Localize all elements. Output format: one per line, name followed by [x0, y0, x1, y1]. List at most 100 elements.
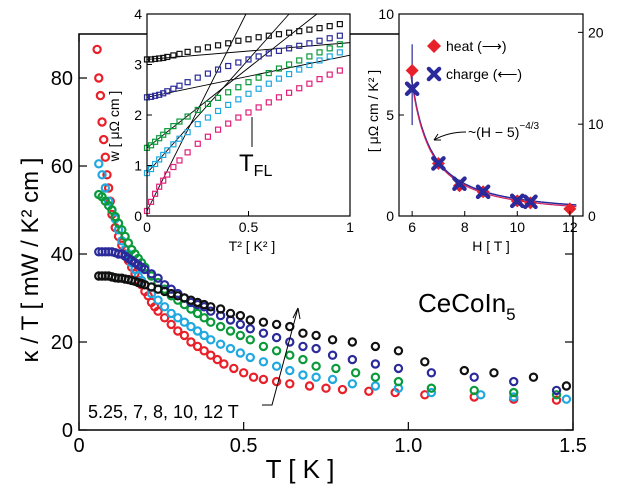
fields-arrow — [262, 307, 299, 406]
data-point — [509, 376, 519, 387]
data-point — [245, 315, 255, 325]
data-point — [311, 330, 321, 341]
data-point — [212, 354, 223, 365]
charge-point — [431, 156, 446, 171]
data-point — [156, 135, 163, 142]
main-x-tick-label: 0.5 — [230, 435, 258, 457]
inset-left-y-tick-label: 4 — [134, 6, 142, 22]
data-point — [192, 326, 203, 336]
data-point — [370, 381, 381, 391]
data-point — [271, 332, 282, 343]
data-point — [147, 93, 155, 100]
data-point — [206, 335, 216, 345]
data-point — [153, 273, 163, 283]
data-point — [296, 85, 303, 92]
charge-point — [452, 176, 467, 191]
data-point — [245, 79, 252, 86]
data-point — [265, 69, 272, 77]
data-point — [336, 32, 343, 39]
data-point — [476, 390, 486, 400]
data-point — [311, 343, 321, 354]
data-point — [199, 346, 209, 356]
data-point — [235, 84, 242, 91]
data-point — [164, 88, 171, 95]
data-point — [238, 368, 249, 378]
data-point — [156, 183, 163, 190]
data-point — [176, 157, 183, 164]
data-point — [336, 49, 343, 56]
data-point — [306, 40, 313, 47]
main-y-tick-label: 80 — [51, 68, 73, 90]
data-point — [166, 308, 176, 319]
data-point — [271, 346, 282, 356]
inset-right-ticks: 6 8 10 12 0 5 10 0 10 20 — [378, 6, 603, 235]
data-point — [285, 379, 295, 389]
inset-right-y2-tick-label: 10 — [588, 116, 604, 132]
data-point — [160, 177, 167, 184]
fit-formula-arrow-head — [433, 133, 441, 141]
data-point — [255, 34, 262, 41]
data-point — [248, 372, 259, 382]
data-point — [275, 75, 283, 82]
data-point — [194, 140, 201, 147]
charge-point — [509, 193, 525, 209]
data-point — [152, 92, 159, 99]
legend-charge-label: charge (⟵) — [446, 66, 522, 82]
data-point — [321, 383, 331, 393]
data-point — [147, 142, 155, 149]
fit-formula: ~(H − 5)−4/3 — [468, 121, 540, 140]
data-point — [204, 44, 211, 51]
data-point — [370, 372, 381, 382]
data-point — [347, 337, 358, 347]
data-point — [199, 313, 209, 323]
data-point — [179, 317, 190, 327]
main-y-tick-label: 20 — [51, 332, 73, 354]
inset-left-x-tick-label: 0 — [143, 219, 151, 235]
data-point — [426, 383, 437, 393]
data-point — [489, 368, 499, 378]
data-point — [311, 361, 321, 371]
inset-right-points — [404, 44, 577, 216]
data-point — [271, 319, 282, 330]
inset-left-y-axis-label: w [ μΩ cm ] — [106, 91, 122, 163]
data-point — [184, 149, 191, 156]
data-point — [214, 66, 222, 73]
data-point — [152, 190, 159, 197]
data-point — [186, 337, 196, 347]
legend: heat (⟶) charge (⟵) — [426, 38, 522, 82]
data-point — [286, 70, 293, 78]
data-point — [265, 50, 272, 57]
data-point — [206, 306, 216, 316]
data-point — [173, 326, 183, 336]
data-point — [215, 304, 226, 314]
main-y-tick-label: 60 — [51, 156, 73, 178]
data-point — [327, 335, 338, 345]
data-point — [95, 90, 106, 101]
data-point — [296, 57, 303, 64]
inset-right-y-tick-label: 10 — [378, 6, 394, 22]
inset-right-x-tick-label: 12 — [562, 219, 578, 235]
data-point — [255, 74, 262, 81]
data-point — [459, 365, 470, 376]
data-point — [393, 346, 404, 356]
data-point — [306, 53, 313, 60]
data-point — [204, 114, 211, 121]
data-point — [206, 317, 216, 327]
series-12TT — [94, 271, 572, 391]
data-point — [192, 341, 203, 352]
data-point — [179, 330, 190, 341]
data-point — [245, 324, 255, 334]
data-point — [316, 25, 323, 32]
data-point — [331, 363, 341, 374]
data-point — [509, 392, 519, 402]
data-point — [469, 372, 479, 382]
data-point — [98, 134, 109, 145]
data-point — [296, 28, 303, 35]
data-point — [153, 306, 163, 316]
inset-right-y-tick-label: 5 — [386, 107, 394, 123]
data-point — [551, 395, 562, 405]
data-point — [561, 394, 572, 404]
data-point — [184, 129, 191, 136]
data-point — [94, 159, 104, 169]
sample-label-sub: 5 — [506, 305, 515, 324]
